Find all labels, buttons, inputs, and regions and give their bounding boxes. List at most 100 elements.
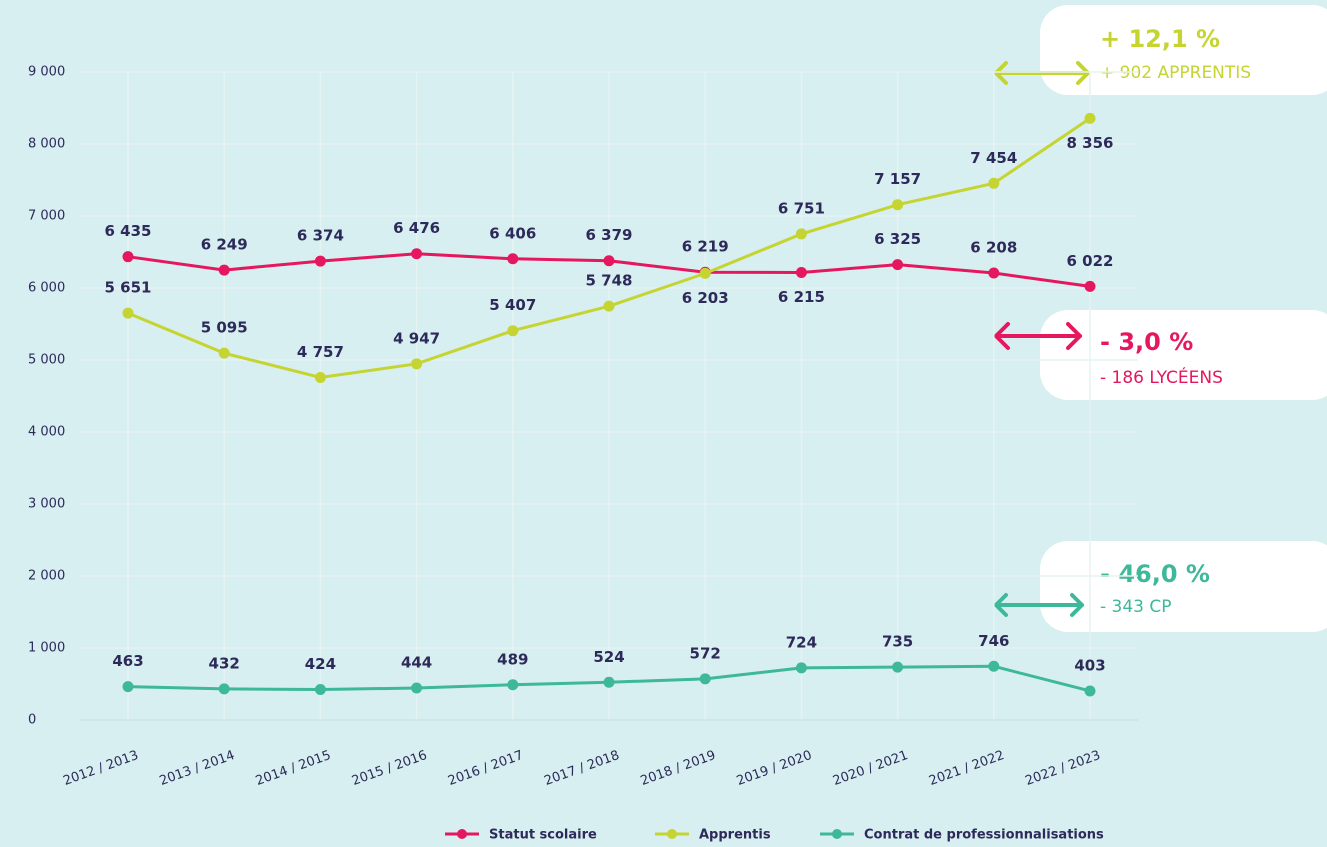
value-label: 5 651 [105, 279, 152, 297]
value-label: 444 [401, 654, 432, 672]
value-label: 5 748 [586, 272, 633, 290]
point [314, 371, 326, 383]
point [1084, 685, 1096, 697]
value-label: 746 [978, 632, 1009, 650]
legend-label: Apprentis [699, 828, 771, 843]
x-tick-label: 2016 / 2017 [446, 748, 525, 789]
point [892, 199, 904, 211]
point [122, 307, 134, 319]
point [122, 251, 134, 263]
arrow [994, 61, 1090, 85]
point [411, 358, 423, 370]
point [314, 255, 326, 267]
point [795, 228, 807, 240]
legend-swatch [457, 829, 467, 839]
value-label: 6 022 [1067, 252, 1114, 270]
annotation-pct: - 3,0 % [1100, 328, 1193, 356]
value-label: 724 [786, 633, 817, 651]
value-label: 572 [690, 644, 721, 662]
y-tick-label: 2 000 [28, 569, 65, 584]
x-tick-label: 2012 / 2013 [61, 748, 140, 789]
value-label: 4 947 [393, 329, 440, 347]
annotation-text: - 343 CP [1100, 597, 1172, 617]
legend-swatch [667, 829, 677, 839]
value-label: 4 757 [297, 343, 344, 361]
point [122, 681, 134, 693]
value-label: 7 454 [970, 149, 1017, 167]
point [411, 682, 423, 694]
y-tick-label: 9 000 [28, 65, 65, 80]
annotation-box [1040, 541, 1327, 632]
y-tick-label: 1 000 [28, 641, 65, 656]
value-label: 424 [305, 655, 336, 673]
x-tick-label: 2018 / 2019 [639, 748, 718, 789]
point [988, 177, 1000, 189]
point [892, 661, 904, 673]
y-tick-label: 7 000 [28, 209, 65, 224]
point [314, 683, 326, 695]
annotation-pct: - 46,0 % [1100, 560, 1210, 588]
x-tick-label: 2020 / 2021 [831, 748, 910, 789]
point [1084, 112, 1096, 124]
value-label: 6 379 [586, 226, 633, 244]
value-label: 735 [882, 633, 913, 651]
point [603, 676, 615, 688]
annotation-pct: + 12,1 % [1100, 25, 1220, 53]
value-label: 6 249 [201, 236, 248, 254]
point [507, 325, 519, 337]
value-label: 6 203 [682, 289, 729, 307]
x-tick-label: 2014 / 2015 [254, 748, 333, 789]
point [218, 683, 230, 695]
point [795, 267, 807, 279]
y-tick-label: 8 000 [28, 137, 65, 152]
point [795, 662, 807, 674]
value-label: 6 751 [778, 199, 825, 217]
value-label: 463 [112, 652, 143, 670]
legend-swatch [832, 829, 842, 839]
value-label: 6 476 [393, 219, 440, 237]
y-tick-label: 4 000 [28, 425, 65, 440]
value-label: 489 [497, 650, 528, 668]
value-label: 403 [1074, 656, 1105, 674]
value-label: 7 157 [874, 170, 921, 188]
point [218, 264, 230, 276]
x-tick-label: 2015 / 2016 [350, 748, 429, 789]
value-label: 6 406 [489, 224, 536, 242]
x-tick-label: 2022 / 2023 [1023, 748, 1102, 789]
value-label: 6 325 [874, 230, 921, 248]
x-tick-label: 2019 / 2020 [735, 748, 814, 789]
value-label: 524 [593, 648, 624, 666]
value-label: 6 374 [297, 227, 344, 245]
x-tick-label: 2013 / 2014 [158, 748, 237, 789]
point [988, 660, 1000, 672]
y-tick-label: 5 000 [28, 353, 65, 368]
point [411, 248, 423, 260]
point [603, 255, 615, 267]
point [603, 300, 615, 312]
point [218, 347, 230, 359]
value-label: 6 435 [105, 222, 152, 240]
point [988, 267, 1000, 279]
legend-label: Statut scolaire [489, 828, 597, 843]
point [1084, 280, 1096, 292]
y-tick-label: 0 [28, 713, 36, 728]
annotation-text: - 186 LYCÉENS [1100, 366, 1223, 388]
annotation-text: + 902 APPRENTIS [1100, 63, 1251, 83]
value-label: 5 095 [201, 319, 248, 337]
y-tick-label: 3 000 [28, 497, 65, 512]
legend-label: Contrat de professionnalisations [864, 828, 1104, 843]
value-label: 6 215 [778, 288, 825, 306]
point [699, 673, 711, 685]
value-label: 5 407 [489, 296, 536, 314]
value-label: 6 208 [970, 239, 1017, 257]
point [892, 259, 904, 271]
value-label: 432 [209, 654, 240, 672]
value-label: 8 356 [1067, 134, 1114, 152]
point [507, 253, 519, 265]
y-tick-label: 6 000 [28, 281, 65, 296]
point [507, 679, 519, 691]
arrow [994, 322, 1082, 350]
x-tick-label: 2021 / 2022 [927, 748, 1006, 789]
x-tick-label: 2017 / 2018 [542, 748, 621, 789]
